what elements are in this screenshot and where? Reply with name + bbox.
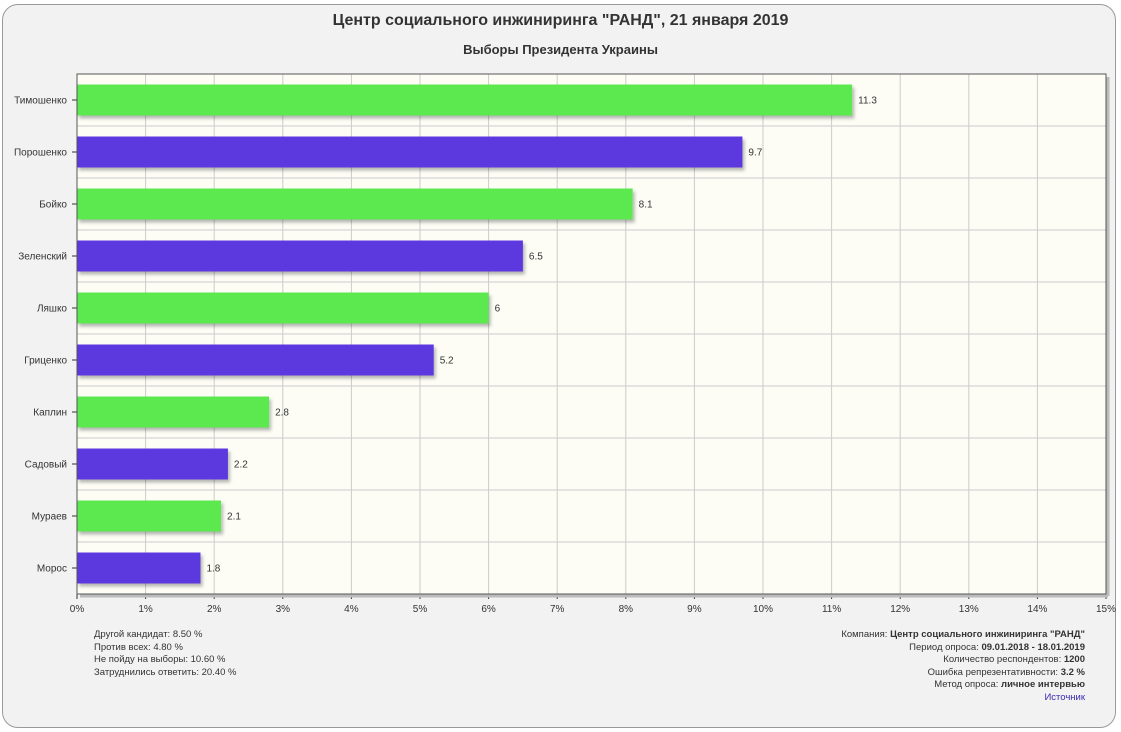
value-label: 11.3 <box>858 96 877 107</box>
value-label: 9.7 <box>748 148 762 159</box>
source-link[interactable]: Источник <box>1044 691 1085 703</box>
chart-title: Центр социального инжиниринга "РАНД", 21… <box>332 12 789 29</box>
x-tick-label: 13% <box>959 604 979 615</box>
category-label: Садовый <box>25 460 67 471</box>
x-tick-label: 15% <box>1096 604 1116 615</box>
value-label: 1.8 <box>206 564 220 575</box>
x-tick-label: 1% <box>138 604 153 615</box>
x-tick-label: 2% <box>207 604 222 615</box>
chart-subtitle: Выборы Президента Украины <box>463 42 658 57</box>
category-label: Морос <box>37 564 67 575</box>
bar <box>77 188 633 220</box>
bar <box>77 84 853 116</box>
x-tick-label: 5% <box>413 604 428 615</box>
note-respondents: Количество респондентов: 1200 <box>943 654 1085 665</box>
value-label: 8.1 <box>639 200 653 211</box>
note-undecided: Затруднились ответить: 20.40 % <box>94 666 237 678</box>
value-label: 6.5 <box>529 252 543 263</box>
bar <box>77 396 270 428</box>
x-tick-label: 10% <box>753 604 773 615</box>
x-tick-label: 0% <box>70 604 85 615</box>
plot-frame <box>76 73 1107 595</box>
bar <box>77 448 228 480</box>
x-tick-label: 6% <box>481 604 496 615</box>
x-tick-label: 11% <box>822 604 841 615</box>
x-tick-label: 4% <box>344 604 359 615</box>
bar <box>77 500 222 532</box>
note-other-candidate: Другой кандидат: 8.50 % <box>94 629 203 640</box>
category-label: Тимошенко <box>14 96 67 107</box>
bar <box>77 240 523 272</box>
note-against-all: Против всех: 4.80 % <box>94 641 183 653</box>
bar <box>77 292 489 324</box>
x-tick-label: 9% <box>687 604 702 615</box>
x-tick-label: 14% <box>1027 604 1047 615</box>
category-label: Зеленский <box>18 252 67 263</box>
value-label: 6 <box>495 304 501 315</box>
value-label: 2.2 <box>234 460 248 471</box>
category-label: Ляшко <box>37 304 67 315</box>
value-label: 5.2 <box>440 356 454 367</box>
x-tick-label: 3% <box>276 604 291 615</box>
note-period: Период опроса: 09.01.2018 - 18.01.2019 <box>909 641 1085 653</box>
value-label: 2.1 <box>227 512 241 523</box>
note-not-voting: Не пойду на выборы: 10.60 % <box>94 654 226 665</box>
note-error: Ошибка репрезентативности: 3.2 % <box>927 666 1085 678</box>
category-label: Каплин <box>33 408 67 419</box>
category-label: Гриценко <box>24 356 67 367</box>
bar <box>77 344 434 376</box>
category-label: Порошенко <box>14 148 67 159</box>
note-company: Компания: Центр социального инжиниринга … <box>841 629 1085 640</box>
notes-right: Компания: Центр социального инжиниринга … <box>841 629 1085 704</box>
category-label: Мураев <box>32 512 67 523</box>
note-method: Метод опроса: личное интервью <box>934 679 1085 690</box>
bar <box>77 136 743 168</box>
x-tick-label: 8% <box>619 604 634 615</box>
x-tick-label: 7% <box>550 604 565 615</box>
notes-left: Другой кандидат: 8.50 % Против всех: 4.8… <box>94 629 237 679</box>
bar <box>77 552 201 584</box>
x-tick-label: 12% <box>890 604 910 615</box>
value-label: 2.8 <box>275 408 289 419</box>
category-label: Бойко <box>39 200 67 211</box>
